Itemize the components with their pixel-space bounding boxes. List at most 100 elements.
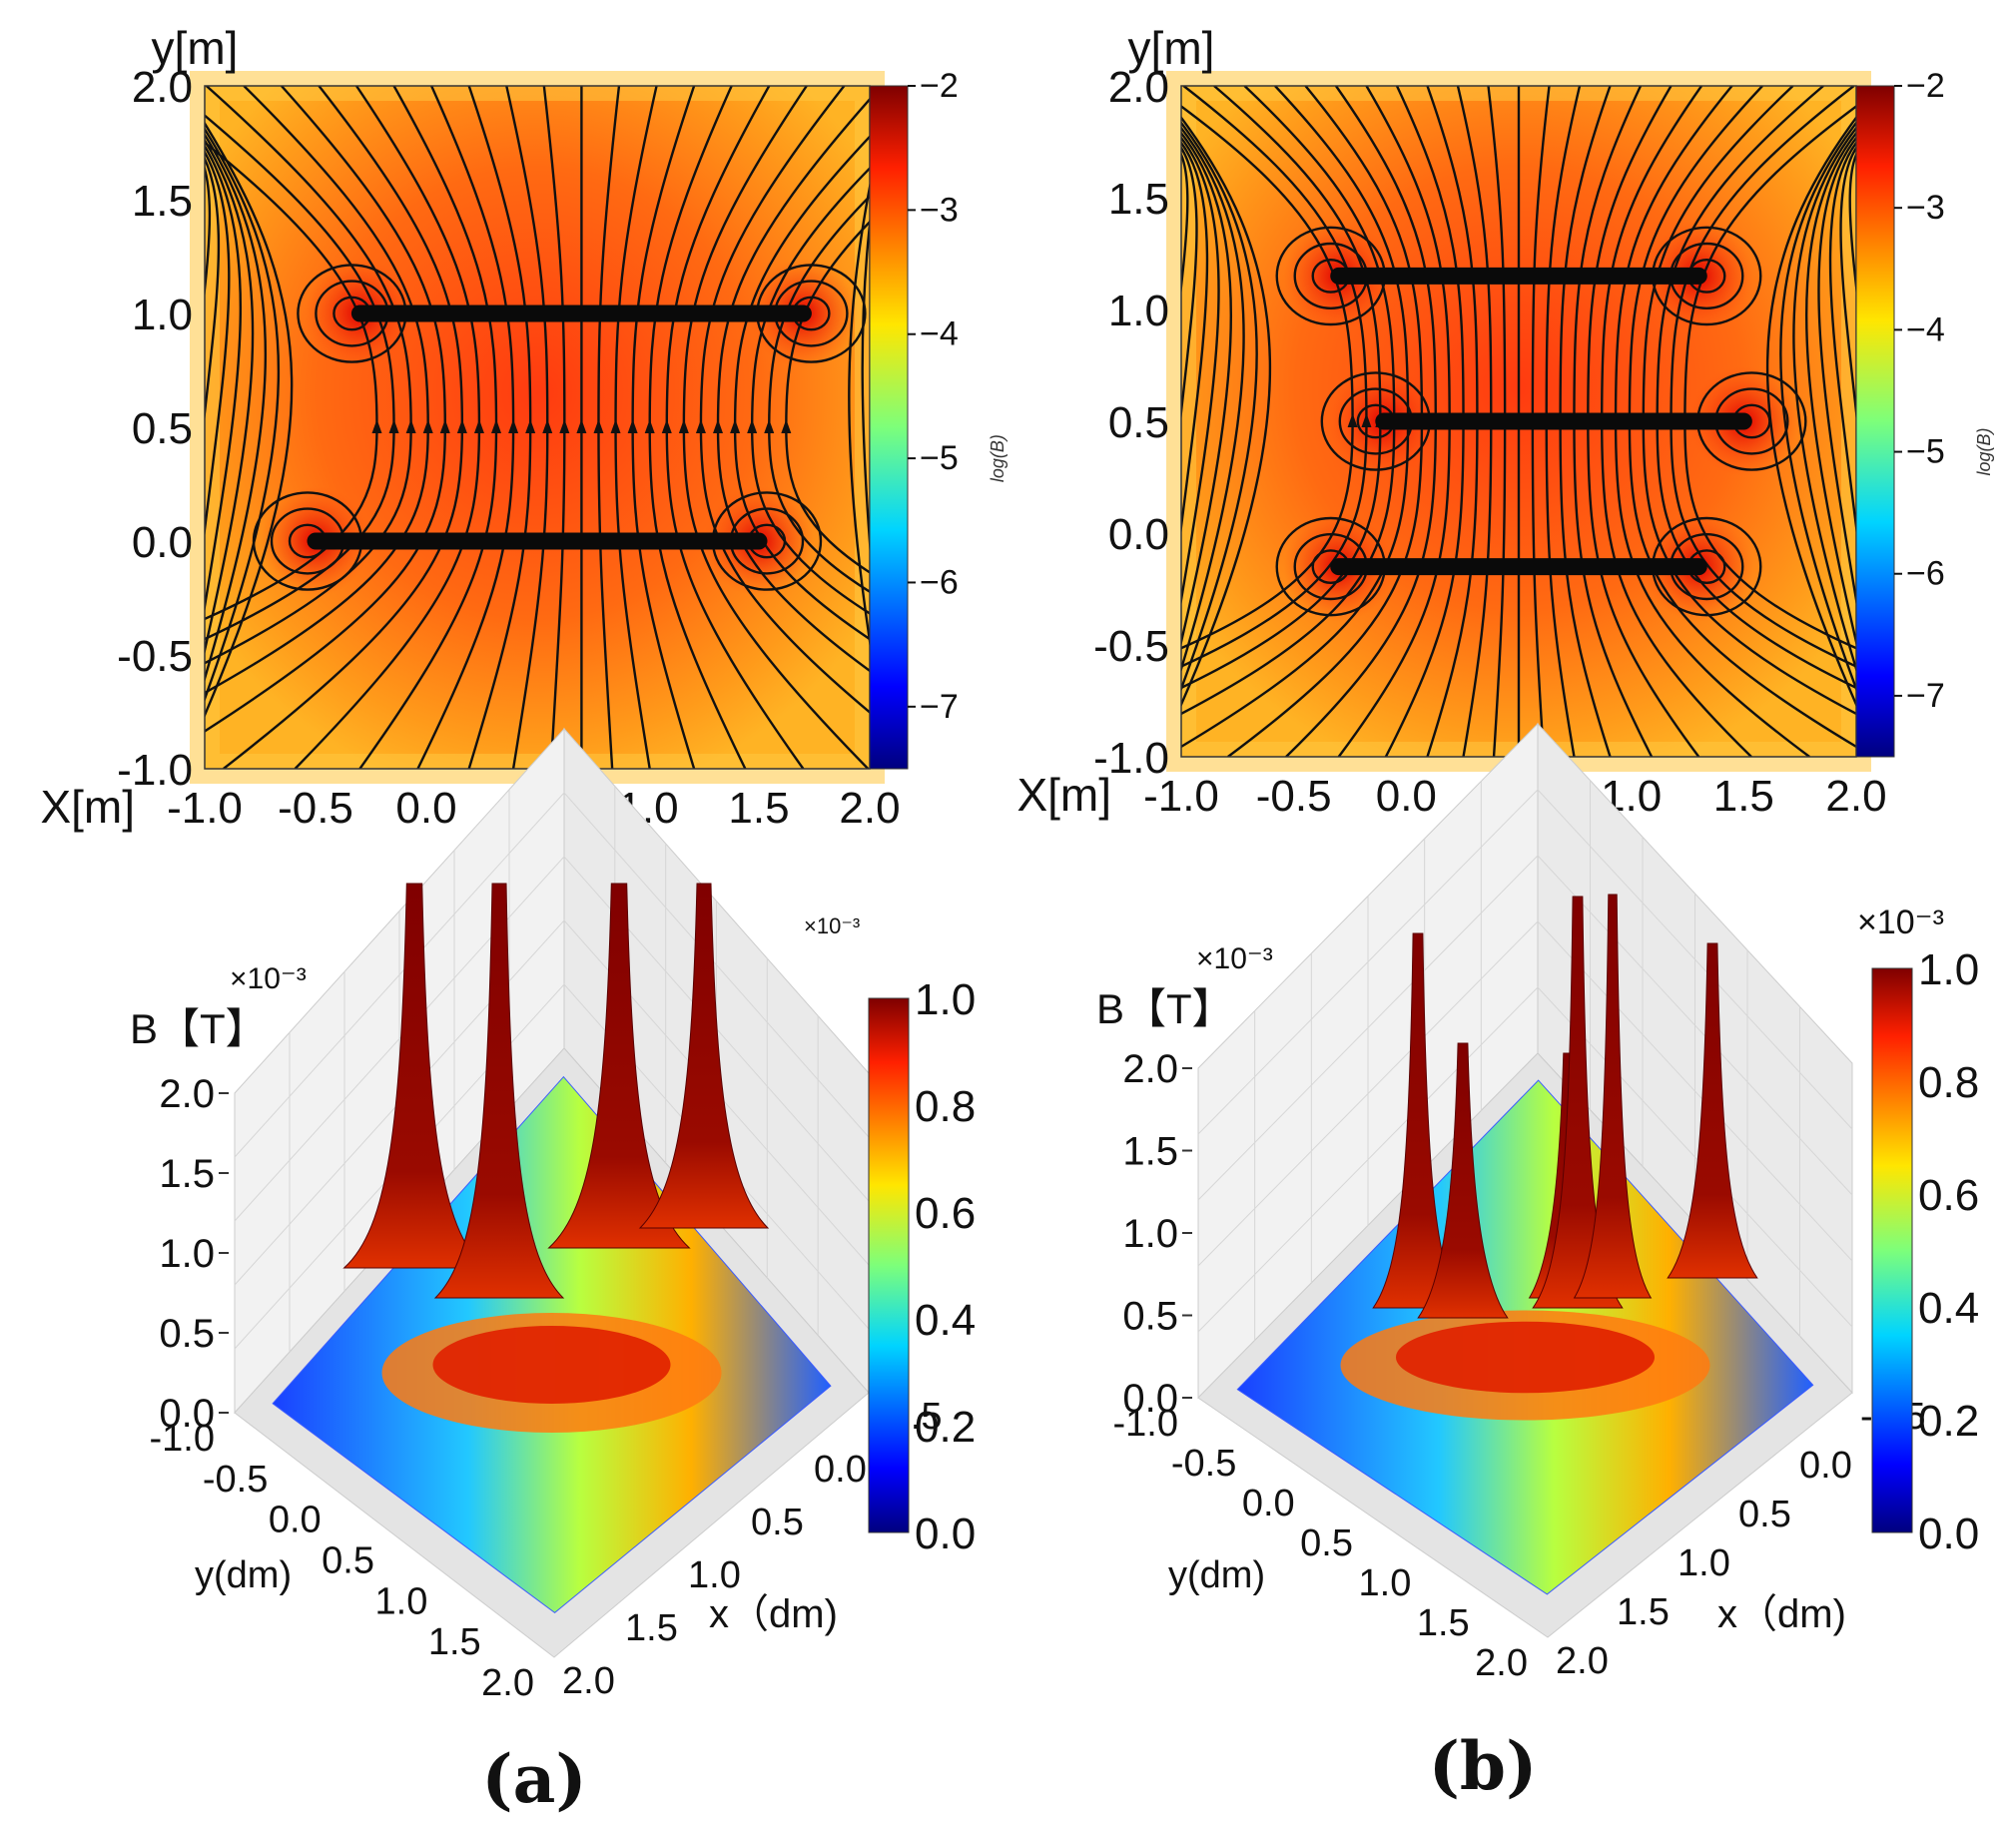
panel-b-bottom-x-tick-label: 0.5 xyxy=(1738,1494,1791,1535)
panel-a-top-colorbar-tick-label: −2 xyxy=(920,67,959,105)
panel-a-top-x-tick-label: -1.0 xyxy=(167,784,243,833)
panel-b-top-streamline xyxy=(1181,126,1245,674)
panel-a-top-y-tick-label: 1.5 xyxy=(132,177,193,226)
panel-b-bottom-z-tick-label: 0.5 xyxy=(1122,1295,1178,1339)
panel-a-bottom-x-tick-label: 1.5 xyxy=(625,1607,678,1649)
panel-a-top-streamline-arrow xyxy=(695,419,706,433)
panel-b-top-x-tick-label: -0.5 xyxy=(1256,772,1332,821)
panel-a-top-streamline xyxy=(205,144,243,614)
panel-b-bottom-z-tick-label: 1.5 xyxy=(1122,1130,1178,1174)
caption-a: (a) xyxy=(481,1740,586,1818)
panel-b-bottom-y-tick-label: -1.0 xyxy=(1113,1403,1178,1445)
panel-b-top-colorbar-tick-label: −7 xyxy=(1906,677,1945,715)
panel-b-top-x-tick-label: -1.0 xyxy=(1143,772,1219,821)
panel-b-top-streamline xyxy=(1181,141,1209,537)
panel-a-top-streamline-arrow xyxy=(781,419,792,433)
panel-a-bottom-grid-line xyxy=(234,856,870,1222)
panel-a-bottom-y-tick-label: -1.0 xyxy=(150,1418,215,1460)
panel-b-top-streamline xyxy=(1656,86,1856,690)
panel-a-top-y-axis-label: y[m] xyxy=(152,22,239,74)
panel-b-top-streamline xyxy=(1181,86,1368,668)
panel-a-top-streamline-arrow xyxy=(491,419,502,433)
panel-a-bottom-y-axis-label: y(dm) xyxy=(195,1554,292,1596)
panel-a-top-streamline-arrow xyxy=(371,419,382,433)
panel-b-bottom-grid-line xyxy=(1197,789,1853,1135)
panel-a-bottom-x-tick-label: 0.0 xyxy=(814,1449,867,1491)
panel-a-bottom-peak xyxy=(433,883,565,1299)
panel-a-top-streamline-arrow xyxy=(473,419,484,433)
panel-b-top-streamline xyxy=(1181,86,1396,716)
panel-a-top-y-tick-label: 0.0 xyxy=(132,518,193,567)
panel-a-top-streamline-arrow xyxy=(422,419,433,433)
panel-a-bottom-surface-plot: 2.01.51.00.50.0B【T】×10⁻³-1.0-0.50.00.51.… xyxy=(130,727,976,1704)
panel-a-top-streamline-arrow xyxy=(388,419,399,433)
panel-b-top-y-tick-label: -1.0 xyxy=(1093,734,1169,783)
panel-b-top-streamlines xyxy=(1181,86,1856,757)
panel-b-bottom-y-tick-label: 2.0 xyxy=(1475,1642,1528,1684)
panel-a-top-streamline-arrow xyxy=(678,419,689,433)
panel-a-bottom-z-tick-label: 0.0 xyxy=(159,1392,215,1436)
panel-a-top-streamline xyxy=(750,166,870,615)
panel-a-top-streamline xyxy=(205,127,280,703)
panel-b-top-streamline-arrow xyxy=(1347,413,1358,427)
panel-a-top-streamline-arrow xyxy=(764,419,775,433)
panel-a-bottom-colorbar-scale-label: ×10⁻³ xyxy=(804,913,860,938)
panel-b-top-y-axis-label: y[m] xyxy=(1128,22,1215,74)
panel-b-top-streamline xyxy=(1181,121,1258,693)
panel-b-bottom-grid-line xyxy=(1197,986,1853,1333)
panel-b-bottom-y-axis-label: y(dm) xyxy=(1168,1554,1265,1596)
panel-a-top-streamline-arrow xyxy=(525,419,536,433)
panel-b-bottom-z-tick-label: 0.0 xyxy=(1122,1377,1178,1421)
panel-b-top-colorbar-tick-label: −4 xyxy=(1906,310,1945,348)
panel-a-bottom-grid-line xyxy=(234,792,870,1158)
panel-b-bottom-peak xyxy=(1667,942,1758,1279)
panel-a-top-streamline xyxy=(205,138,255,656)
panel-b-bottom-colorbar-scale-label: ×10⁻³ xyxy=(1857,904,1944,941)
caption-b: (b) xyxy=(1429,1727,1538,1805)
panel-b-top-streamline xyxy=(1642,86,1856,716)
panel-a-top-streamline xyxy=(733,135,870,641)
panel-a-top-colorbar-tick-label: −6 xyxy=(920,563,959,601)
panel-b-top-streamline xyxy=(1181,104,1354,650)
panel-a-top-streamline-arrow xyxy=(713,419,724,433)
panel-a-top-streamline xyxy=(205,156,221,423)
panel-b-top-colorbar-tick-label: −3 xyxy=(1906,189,1945,227)
panel-a-top-colorbar-tick-label: −7 xyxy=(920,688,959,726)
panel-b-top-colorbar-tick-label: −2 xyxy=(1906,67,1945,105)
panel-a-bottom-y-tick-label: 1.5 xyxy=(428,1621,481,1663)
panel-b-bottom-z-tick-label: 1.0 xyxy=(1122,1212,1178,1256)
panel-b-top-streamline xyxy=(1181,86,1382,690)
panel-a-top-streamline xyxy=(768,194,870,594)
panel-b-top-colorbar xyxy=(1855,85,1895,758)
panel-a-bottom-colorbar-tick-label: 0.8 xyxy=(915,1082,976,1131)
panel-b-bottom-peak xyxy=(1417,1042,1509,1319)
panel-a-top-x-tick-label: -0.5 xyxy=(278,784,353,833)
panel-a-top-streamline xyxy=(205,121,294,719)
panel-b-top-y-tick-label: -0.5 xyxy=(1093,622,1169,671)
panel-b-bottom-grid-line xyxy=(1197,855,1853,1201)
panel-a-top-y-tick-label: -0.5 xyxy=(117,632,193,681)
panel-b-top-streamline xyxy=(1683,104,1856,650)
panel-a-top-streamline xyxy=(205,141,378,621)
panel-b-top-x-tick-label: 1.5 xyxy=(1713,772,1774,821)
panel-a-top-streamline-arrow xyxy=(730,419,741,433)
panel-a-bottom-x-tick-label: 0.5 xyxy=(751,1502,804,1543)
panel-a-top-streamline-arrow xyxy=(747,419,758,433)
panel-b-bottom-x-tick-label: 0.0 xyxy=(1799,1445,1852,1487)
panel-b-top-streamline xyxy=(1792,126,1856,674)
panel-b-top-x-axis-label: X[m] xyxy=(1016,769,1111,821)
panel-a-bottom-z-tick-label: 1.0 xyxy=(159,1232,215,1276)
panel-a-top-streamline xyxy=(848,180,870,649)
panel-a-top-streamline xyxy=(205,132,268,683)
panel-a-top-x-axis-label: X[m] xyxy=(40,781,135,833)
panel-a-top-streamlines xyxy=(205,86,870,769)
panel-b-top-streamline xyxy=(1765,116,1856,708)
panel-b-top-streamline xyxy=(1181,131,1233,648)
panel-a-bottom-peak xyxy=(342,883,486,1269)
panel-b-bottom-x-tick-label: 1.0 xyxy=(1678,1542,1730,1584)
panel-b-top-x-tick-label: 2.0 xyxy=(1825,772,1886,821)
panel-b-top-streamline xyxy=(1839,146,1856,423)
panel-b-bottom-y-tick-label: 1.0 xyxy=(1359,1562,1412,1604)
panel-a-bottom-z-tick-label: 2.0 xyxy=(159,1072,215,1116)
